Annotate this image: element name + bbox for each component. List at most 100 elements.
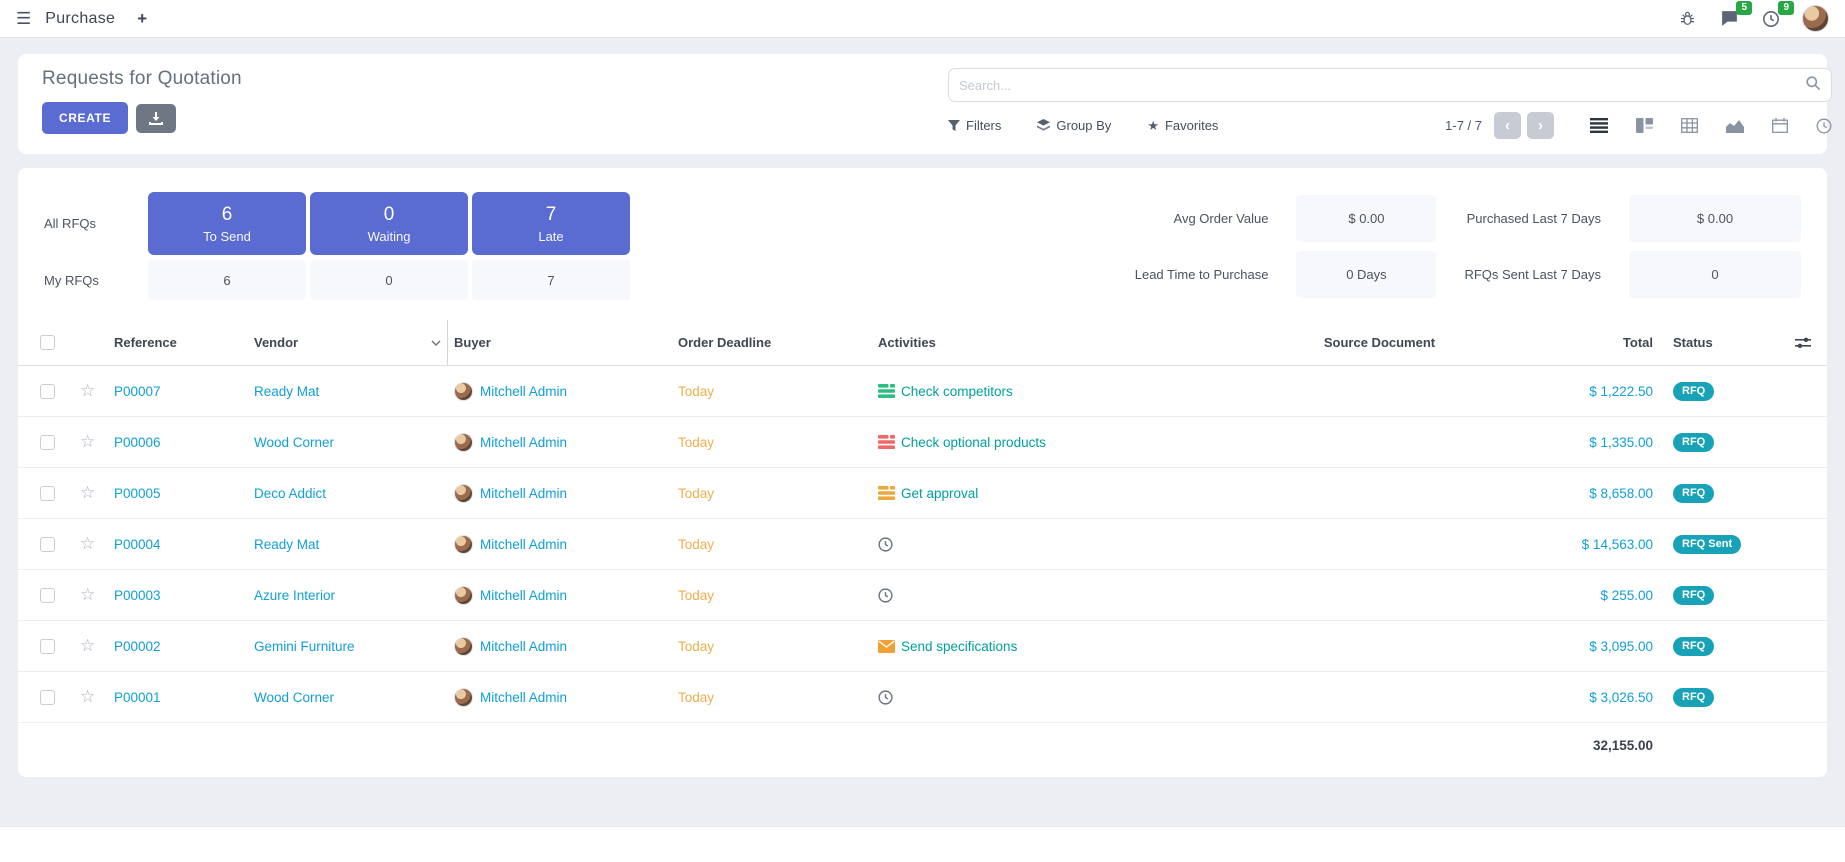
buyer-link[interactable]: Mitchell Admin bbox=[480, 536, 568, 552]
pager: 1-7 / 7 ‹ › bbox=[1445, 112, 1554, 139]
activity-link[interactable]: Check optional products bbox=[901, 434, 1046, 450]
tasks-activity-icon bbox=[878, 486, 895, 500]
order-deadline: Today bbox=[678, 689, 715, 705]
select-all-checkbox[interactable] bbox=[40, 335, 55, 350]
export-button[interactable] bbox=[136, 103, 177, 133]
list-view-button[interactable] bbox=[1590, 118, 1608, 133]
activities-clock-icon[interactable]: 9 bbox=[1760, 0, 1794, 30]
activity-link[interactable]: Check competitors bbox=[901, 383, 1013, 399]
table-row[interactable]: ☆ P00006 Wood Corner Mitchell Admin Today Che… bbox=[18, 417, 1827, 468]
column-header-order-deadline[interactable]: Order Deadline bbox=[678, 335, 772, 350]
my-late-count[interactable]: 7 bbox=[472, 260, 630, 300]
pager-prev-button[interactable]: ‹ bbox=[1494, 112, 1521, 139]
late-box[interactable]: 7 Late bbox=[472, 192, 630, 255]
row-checkbox[interactable] bbox=[40, 638, 55, 654]
status-badge: RFQ bbox=[1673, 432, 1715, 452]
pager-next-button[interactable]: › bbox=[1527, 112, 1554, 139]
my-waiting-count[interactable]: 0 bbox=[310, 260, 468, 300]
graph-view-button[interactable] bbox=[1726, 118, 1744, 133]
column-header-status[interactable]: Status bbox=[1673, 335, 1713, 350]
vendor-link[interactable]: Deco Addict bbox=[254, 485, 327, 501]
reference-link[interactable]: P00005 bbox=[114, 485, 161, 501]
waiting-box[interactable]: 0 Waiting bbox=[310, 192, 468, 255]
debug-bug-icon[interactable] bbox=[1676, 8, 1698, 30]
apps-menu-icon[interactable]: ☰ bbox=[16, 8, 32, 28]
new-tab-button[interactable]: + bbox=[137, 8, 148, 28]
column-header-source-document[interactable]: Source Document bbox=[1323, 335, 1436, 350]
reference-link[interactable]: P00004 bbox=[114, 536, 161, 552]
vendor-link[interactable]: Azure Interior bbox=[254, 587, 336, 603]
row-checkbox[interactable] bbox=[40, 587, 55, 603]
star-icon[interactable]: ☆ bbox=[80, 585, 96, 604]
search-icon[interactable] bbox=[1805, 75, 1821, 96]
footer-total: 32,155.00 bbox=[1592, 737, 1653, 753]
buyer-link[interactable]: Mitchell Admin bbox=[480, 434, 568, 450]
star-icon[interactable]: ☆ bbox=[80, 636, 96, 655]
bottom-strip bbox=[0, 826, 1845, 862]
buyer-avatar bbox=[454, 432, 473, 452]
reference-link[interactable]: P00006 bbox=[114, 434, 161, 450]
status-badge: RFQ bbox=[1673, 687, 1715, 707]
row-checkbox[interactable] bbox=[40, 689, 55, 705]
reference-link[interactable]: P00002 bbox=[114, 638, 161, 654]
row-total: $ 14,563.00 bbox=[1581, 536, 1653, 552]
search-input[interactable] bbox=[959, 77, 1805, 93]
vendor-link[interactable]: Gemini Furniture bbox=[254, 638, 355, 654]
app-name[interactable]: Purchase bbox=[45, 9, 116, 27]
create-button[interactable]: CREATE bbox=[42, 102, 129, 134]
to-send-box[interactable]: 6 To Send bbox=[148, 192, 306, 255]
star-icon[interactable]: ☆ bbox=[80, 534, 96, 553]
vendor-link[interactable]: Ready Mat bbox=[254, 383, 320, 399]
table-header-row: Reference Vendor Buyer Order Deadline Ac… bbox=[18, 320, 1827, 366]
activity-view-button[interactable] bbox=[1816, 118, 1832, 134]
star-icon[interactable]: ☆ bbox=[80, 432, 96, 451]
table-row[interactable]: ☆ P00007 Ready Mat Mitchell Admin Today Check… bbox=[18, 366, 1827, 417]
vendor-link[interactable]: Wood Corner bbox=[254, 434, 335, 450]
row-checkbox[interactable] bbox=[40, 485, 55, 501]
table-row[interactable]: ☆ P00002 Gemini Furniture Mitchell Admin Tod… bbox=[18, 621, 1827, 672]
column-header-activities[interactable]: Activities bbox=[878, 335, 936, 350]
row-checkbox[interactable] bbox=[40, 536, 55, 552]
table-row[interactable]: ☆ P00003 Azure Interior Mitchell Admin Today… bbox=[18, 570, 1827, 621]
all-rfqs-label[interactable]: All RFQs bbox=[44, 216, 96, 231]
pivot-view-button[interactable] bbox=[1681, 118, 1698, 133]
activity-link[interactable]: Send specifications bbox=[901, 638, 1018, 654]
messages-icon[interactable]: 5 bbox=[1718, 0, 1752, 30]
table-row[interactable]: ☆ P00004 Ready Mat Mitchell Admin Today $ 14,… bbox=[18, 519, 1827, 570]
purchase-dashboard: All RFQs 6 To Send 0 Waiting 7 Late My RFQs… bbox=[18, 168, 1827, 320]
row-checkbox[interactable] bbox=[40, 434, 55, 450]
buyer-link[interactable]: Mitchell Admin bbox=[480, 485, 568, 501]
buyer-link[interactable]: Mitchell Admin bbox=[480, 587, 568, 603]
optional-columns-icon[interactable] bbox=[1795, 336, 1811, 350]
column-header-vendor[interactable]: Vendor bbox=[248, 320, 448, 365]
row-checkbox[interactable] bbox=[40, 383, 55, 399]
column-header-reference[interactable]: Reference bbox=[114, 335, 177, 350]
group-by-button[interactable]: Group By bbox=[1037, 118, 1111, 133]
star-icon[interactable]: ☆ bbox=[80, 483, 96, 502]
favorites-button[interactable]: ★ Favorites bbox=[1147, 117, 1219, 134]
my-rfqs-label[interactable]: My RFQs bbox=[44, 272, 99, 288]
star-icon[interactable]: ☆ bbox=[80, 687, 96, 706]
filters-button[interactable]: Filters bbox=[948, 118, 1001, 133]
calendar-view-button[interactable] bbox=[1772, 118, 1788, 133]
my-to-send-count[interactable]: 6 bbox=[148, 260, 306, 300]
kanban-view-button[interactable] bbox=[1636, 118, 1653, 133]
reference-link[interactable]: P00003 bbox=[114, 587, 161, 603]
vendor-link[interactable]: Ready Mat bbox=[254, 536, 320, 552]
reference-link[interactable]: P00007 bbox=[114, 383, 161, 399]
column-header-total[interactable]: Total bbox=[1622, 335, 1653, 350]
reference-link[interactable]: P00001 bbox=[114, 689, 161, 705]
buyer-link[interactable]: Mitchell Admin bbox=[480, 383, 568, 399]
star-icon[interactable]: ☆ bbox=[80, 381, 96, 400]
buyer-link[interactable]: Mitchell Admin bbox=[480, 638, 568, 654]
status-badge: RFQ Sent bbox=[1673, 534, 1742, 554]
buyer-link[interactable]: Mitchell Admin bbox=[480, 689, 568, 705]
user-avatar[interactable] bbox=[1802, 5, 1829, 32]
activity-link[interactable]: Get approval bbox=[901, 485, 979, 501]
vendor-link[interactable]: Wood Corner bbox=[254, 689, 335, 705]
table-row[interactable]: ☆ P00001 Wood Corner Mitchell Admin Today $ 3… bbox=[18, 672, 1827, 723]
row-total: $ 1,222.50 bbox=[1589, 383, 1653, 399]
mail-activity-icon bbox=[878, 639, 895, 653]
column-header-buyer[interactable]: Buyer bbox=[454, 335, 491, 350]
table-row[interactable]: ☆ P00005 Deco Addict Mitchell Admin Today Get… bbox=[18, 468, 1827, 519]
